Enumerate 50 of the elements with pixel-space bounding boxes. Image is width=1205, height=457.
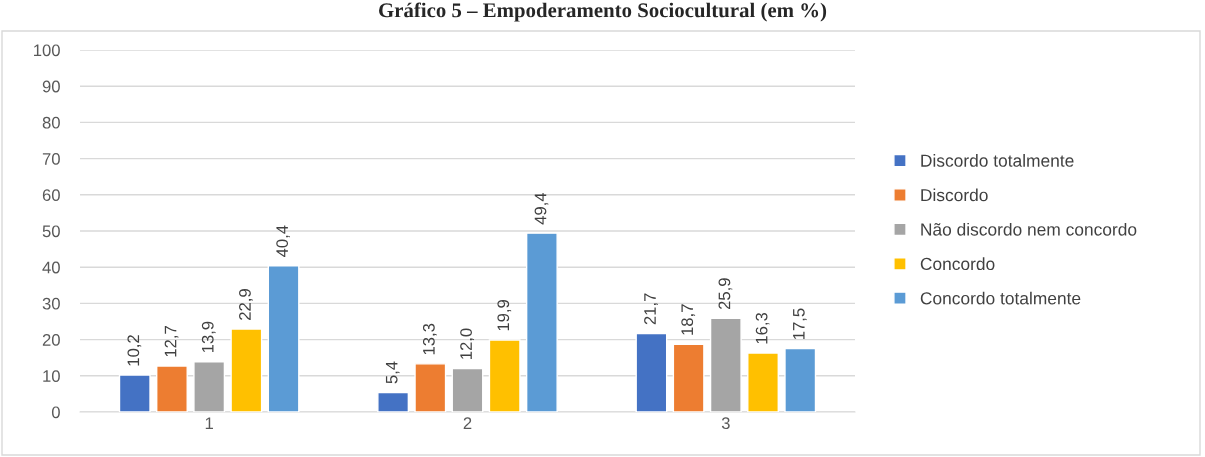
bar: [193, 360, 226, 412]
y-tick-label: 10: [43, 370, 60, 382]
bar: [267, 265, 300, 412]
y-tick-label: 0: [51, 406, 60, 419]
bar: [156, 365, 188, 412]
data-label: 17,5: [793, 308, 807, 340]
data-label: 22,9: [239, 289, 253, 320]
legend-label: Concordo totalmente: [920, 291, 1081, 305]
bar: [525, 232, 558, 412]
y-tick-label: 90: [42, 80, 60, 93]
y-tick-label: 50: [42, 225, 60, 238]
x-tick-label: 1: [205, 417, 213, 429]
data-label: 21,7: [644, 293, 658, 325]
legend-label: Concordo: [920, 257, 995, 271]
bar: [784, 347, 817, 412]
y-tick-label: 20: [42, 334, 60, 346]
data-label: 16,3: [755, 312, 770, 344]
legend-label: Discordo totalmente: [921, 154, 1074, 167]
y-tick-label: 40: [42, 261, 60, 274]
x-tick-label: 3: [721, 417, 730, 430]
data-label: 12,0: [460, 328, 474, 359]
bar: [377, 391, 410, 412]
bar: [451, 367, 484, 412]
data-label: 25,9: [718, 278, 733, 310]
y-tick-label: 60: [42, 189, 60, 201]
bar: [230, 328, 263, 412]
legend-label: Discordo: [921, 188, 988, 202]
data-label: 40,4: [276, 225, 291, 258]
data-label: 49,4: [534, 192, 549, 225]
y-tick-label: 70: [42, 153, 60, 165]
data-label: 19,9: [497, 299, 512, 331]
data-label: 13,9: [201, 321, 216, 353]
bar: [414, 363, 447, 412]
data-label: 10,2: [127, 335, 142, 366]
data-label: 13,3: [422, 323, 437, 355]
bar: [488, 339, 521, 412]
bar: [747, 352, 779, 412]
bar: [709, 317, 742, 412]
bar: [118, 374, 151, 412]
data-label: 5,4: [385, 361, 400, 384]
bar: [672, 343, 705, 412]
y-tick-label: 30: [42, 297, 60, 310]
x-tick-label: 2: [463, 417, 472, 429]
data-label: 12,7: [164, 326, 179, 357]
bar: [635, 332, 668, 412]
y-tick-label: 80: [42, 116, 60, 129]
chart-title: Gráfico 5 – Empoderamento Sociocultural (em %): [379, 2, 827, 22]
data-label: 18,7: [681, 304, 696, 335]
legend-label: Não discordo nem concordo: [921, 222, 1137, 236]
y-tick-label: 100: [34, 44, 60, 57]
